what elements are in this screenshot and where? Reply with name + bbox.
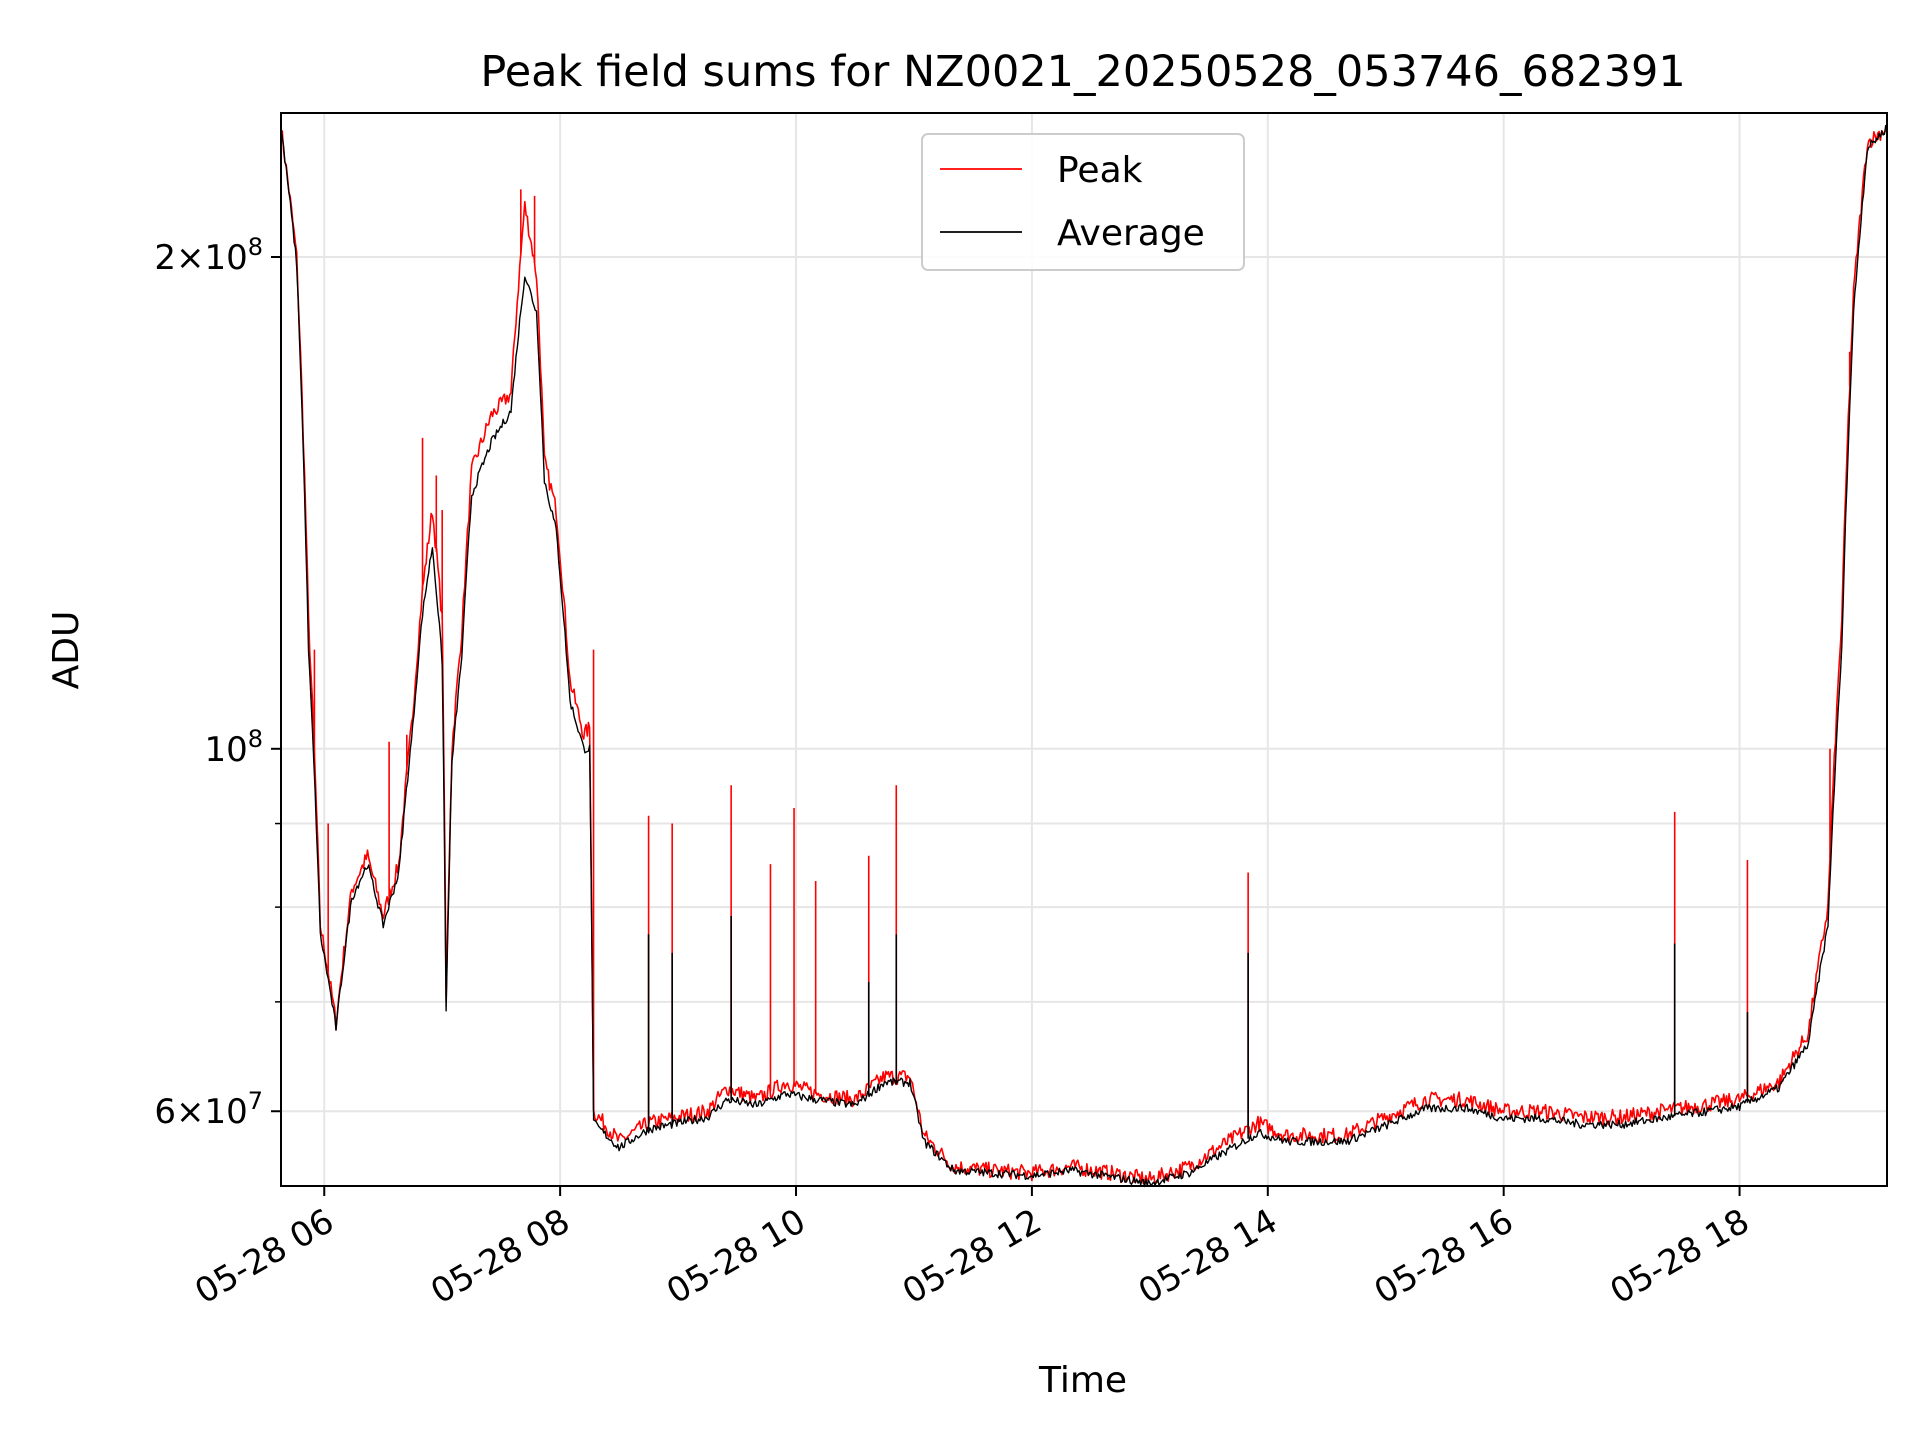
x-axis-label: Time [1038, 1360, 1127, 1401]
chart-title: Peak field sums for NZ0021_20250528_0537… [480, 47, 1685, 97]
legend-label-average: Average [1057, 213, 1205, 254]
plot-frame [280, 112, 1888, 1187]
y-tick-label: 6×107 [154, 1087, 263, 1132]
y-tick-label: 108 [204, 725, 263, 770]
plot-area [280, 124, 1888, 1188]
series-line-peak [280, 127, 1888, 1185]
legend-label-peak: Peak [1057, 150, 1143, 191]
grid [281, 113, 1887, 1186]
series-line-average [280, 124, 1888, 1188]
legend-box [921, 133, 1245, 271]
legend: Peak Average [921, 133, 1245, 271]
y-axis-label: ADU [46, 611, 87, 690]
y-tick-label: 2×108 [154, 233, 263, 278]
y-axis: 2×108 108 6×107 [154, 233, 281, 1132]
